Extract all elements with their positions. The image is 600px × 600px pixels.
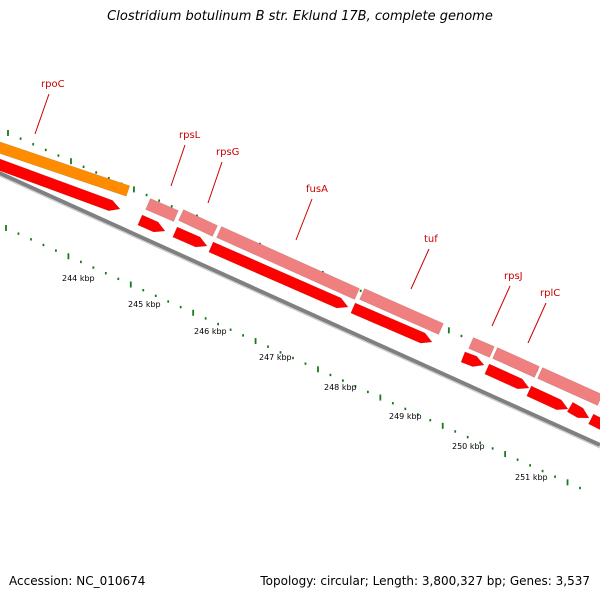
cds-light-rplD <box>537 367 600 406</box>
cds-block-tuf <box>350 302 433 344</box>
backbone-line <box>0 171 600 447</box>
gene-leader-line <box>207 161 223 204</box>
cds-block-rpsG <box>172 226 208 248</box>
gene-label-tuf: tuf <box>424 234 438 245</box>
kbp-label-track: 244 kbp 245 kbp 246 kbp 247 kbp 248 kbp 249 k… <box>62 274 548 482</box>
operon-block <box>0 141 131 197</box>
gene-leader-line <box>527 302 547 344</box>
cds-block-rplB <box>588 413 600 430</box>
feature-track <box>0 141 600 430</box>
cds-block-rpsL <box>137 214 166 233</box>
gene-leader-line <box>491 285 511 327</box>
gene-label-rpsL: rpsL <box>179 130 201 141</box>
cds-light-rpsG <box>178 209 218 237</box>
cds-block-rpsJ <box>460 351 485 367</box>
gene-leader-line <box>295 198 313 241</box>
lower-tick-track <box>5 225 581 490</box>
gene-leader-line <box>410 248 430 290</box>
cds-light-rplC <box>492 347 540 378</box>
cds-block-fusA <box>208 241 349 309</box>
backbone-shadow-line <box>0 175 600 449</box>
kbp-label: 248 kbp <box>324 383 357 392</box>
gene-label-fusA: fusA <box>306 184 328 195</box>
gene-label-rpsJ: rpsJ <box>504 271 523 282</box>
gene-label-track: rpoC rpsL rpsG fusA tuf rpsJ rplC <box>34 79 560 344</box>
kbp-label: 246 kbp <box>194 327 227 336</box>
cds-light-rpsL <box>145 198 179 222</box>
cds-block-rplW <box>566 401 590 419</box>
gene-leader-line <box>34 93 50 135</box>
cds-block-rplC <box>484 363 530 390</box>
cds-light-fusA <box>216 226 360 300</box>
gene-label-rplC: rplC <box>540 288 560 299</box>
cds-block-rplD <box>526 385 569 411</box>
gene-leader-line <box>170 144 186 187</box>
accession-text: Accession: NC_010674 <box>9 574 146 588</box>
cds-light-tuf <box>359 288 444 335</box>
kbp-label: 249 kbp <box>389 412 422 421</box>
topology-text: Topology: circular; Length: 3,800,327 bp… <box>260 574 590 588</box>
cds-light-rpsJ <box>468 337 495 358</box>
kbp-label: 250 kbp <box>452 442 485 451</box>
gene-label-rpsG: rpsG <box>216 147 239 158</box>
cds-block-rpoC <box>0 158 121 212</box>
gene-label-rpoC: rpoC <box>41 79 65 90</box>
kbp-label: 245 kbp <box>128 300 161 309</box>
kbp-label: 247 kbp <box>259 353 292 362</box>
backbone-track <box>0 171 600 449</box>
map-title: Clostridium botulinum B str. Eklund 17B,… <box>107 9 493 24</box>
kbp-label: 251 kbp <box>515 473 548 482</box>
kbp-label: 244 kbp <box>62 274 95 283</box>
